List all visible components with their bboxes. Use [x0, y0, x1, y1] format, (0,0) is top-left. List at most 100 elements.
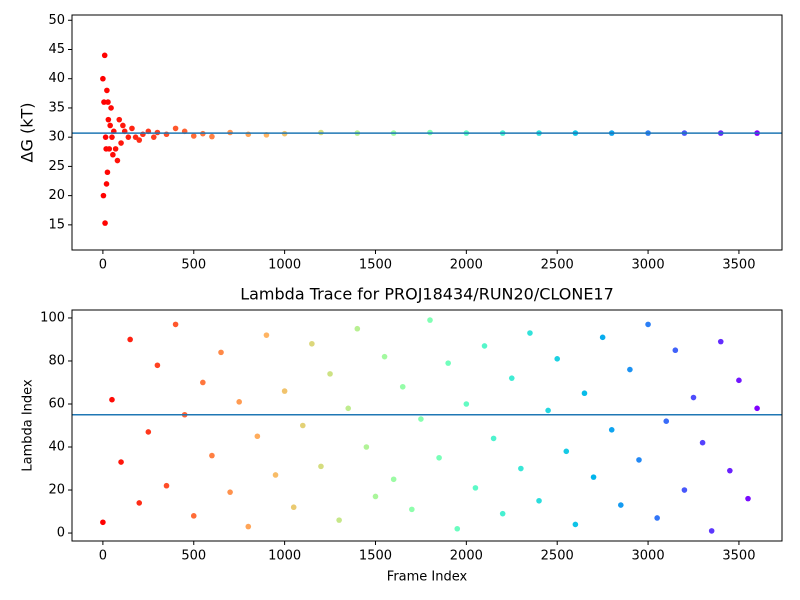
point: [163, 482, 170, 489]
point: [136, 500, 143, 506]
point: [101, 99, 107, 105]
point: [345, 405, 352, 412]
y-axis-label: Lambda Index: [21, 379, 36, 472]
point: [106, 146, 113, 152]
y-tick-label: 45: [48, 42, 65, 57]
point: [114, 157, 121, 164]
point: [118, 459, 124, 465]
point: [663, 418, 670, 424]
point: [318, 463, 324, 470]
point: [754, 405, 760, 412]
point: [563, 448, 570, 455]
point: [200, 379, 206, 386]
point: [112, 146, 119, 152]
axes-frame: [71, 14, 783, 251]
y-tick-label: 0: [57, 526, 65, 541]
point: [472, 485, 479, 491]
y-axis-label: ΔG (kT): [18, 103, 37, 163]
point: [427, 317, 433, 323]
point: [645, 321, 651, 328]
point: [102, 220, 108, 226]
point: [499, 510, 506, 517]
point: [105, 116, 112, 123]
point: [708, 528, 715, 534]
point: [104, 87, 110, 94]
point: [572, 521, 579, 528]
y-tick-label: 20: [48, 483, 65, 498]
x-tick-label: 500: [181, 258, 206, 273]
point: [140, 131, 146, 138]
point: [245, 131, 252, 138]
point: [120, 122, 126, 129]
point: [218, 349, 224, 356]
point: [381, 353, 388, 360]
point: [104, 169, 111, 176]
point: [745, 495, 751, 502]
y-tick-label: 40: [48, 71, 65, 86]
x-axis-label: Frame Index: [387, 570, 468, 585]
y-tick-label: 35: [48, 100, 65, 115]
point: [154, 362, 161, 369]
y-tick-label: 60: [48, 396, 65, 411]
point: [654, 515, 660, 521]
y-tick-label: 25: [48, 159, 65, 174]
point: [627, 366, 633, 373]
x-tick-label: 1500: [359, 549, 392, 564]
point: [125, 134, 132, 140]
point: [672, 347, 679, 354]
point: [454, 525, 461, 532]
point: [527, 330, 533, 336]
point: [508, 375, 515, 381]
point: [281, 388, 288, 394]
x-tick-label: 2000: [450, 258, 483, 273]
y-tick-label: 30: [48, 130, 65, 145]
x-tick-label: 3000: [632, 258, 665, 273]
x-tick-label: 1500: [359, 258, 392, 273]
y-tick-label: 50: [48, 13, 65, 28]
point: [363, 444, 370, 450]
chart-title: Lambda Trace for PROJ18434/RUN20/CLONE17: [240, 285, 614, 304]
point: [163, 131, 170, 138]
point: [436, 454, 442, 461]
point: [409, 506, 415, 513]
point: [109, 134, 115, 140]
point: [245, 523, 252, 530]
point: [681, 487, 688, 493]
x-tick-label: 3000: [632, 549, 665, 564]
point: [554, 356, 561, 362]
x-tick-label: 0: [99, 549, 107, 564]
x-tick-label: 2500: [541, 258, 574, 273]
point: [100, 75, 106, 82]
point: [690, 394, 697, 401]
point: [101, 52, 108, 59]
x-tick-label: 500: [181, 549, 206, 564]
point: [481, 343, 488, 349]
x-tick-label: 1000: [268, 549, 301, 564]
point: [110, 151, 116, 158]
point: [518, 465, 524, 472]
point: [116, 116, 123, 123]
point: [136, 137, 143, 143]
axes-frame: [71, 309, 783, 542]
point: [445, 360, 451, 366]
y-tick-label: 20: [48, 188, 65, 203]
point: [608, 427, 615, 433]
point: [227, 489, 233, 495]
point: [636, 457, 642, 463]
x-tick-label: 1000: [268, 258, 301, 273]
point: [399, 383, 406, 390]
point: [290, 504, 297, 511]
y-tick-label: 100: [40, 310, 65, 325]
point: [272, 472, 279, 478]
point: [172, 321, 179, 328]
point: [354, 325, 361, 332]
y-tick-label: 80: [48, 353, 65, 368]
y-tick-label: 15: [48, 217, 65, 232]
point: [390, 476, 397, 483]
x-tick-label: 2000: [450, 549, 483, 564]
point: [105, 99, 111, 105]
point: [102, 134, 109, 140]
point: [309, 340, 315, 347]
point: [209, 452, 215, 459]
